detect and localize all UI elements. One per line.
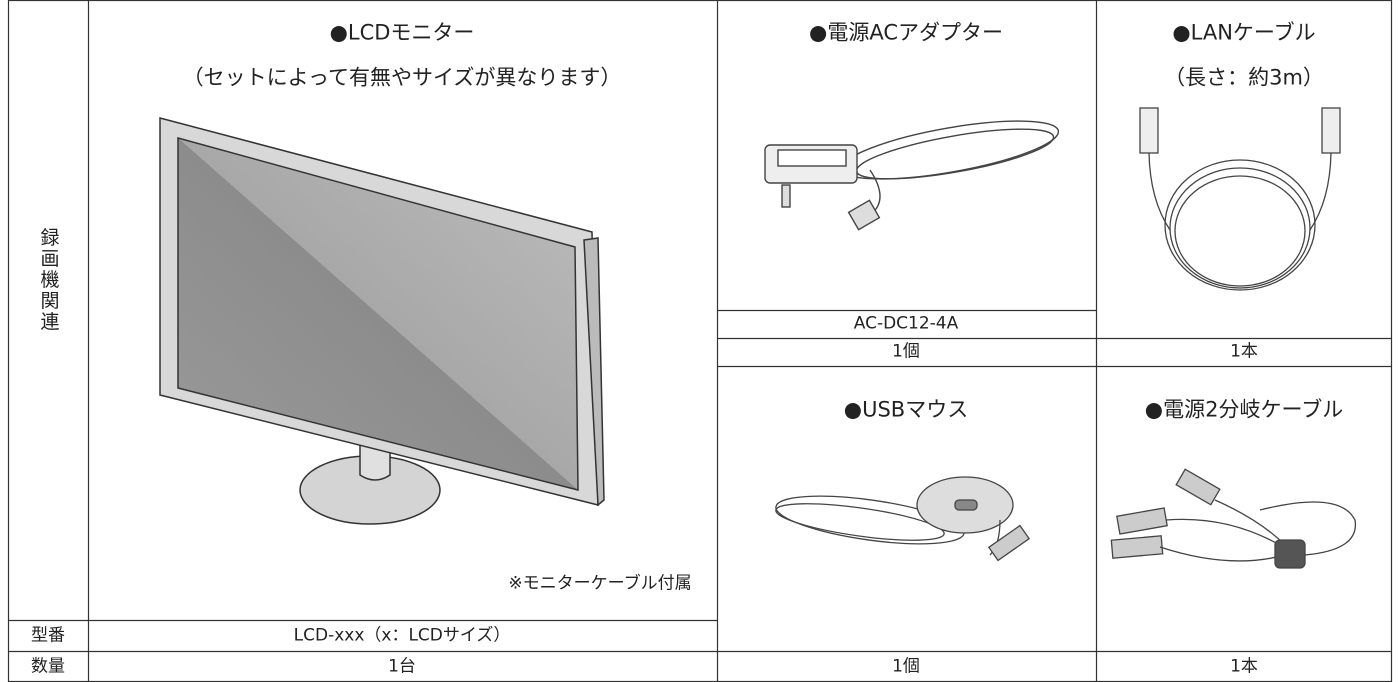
splitter-illustration (1110, 468, 1357, 569)
quantity-header: 数量 (31, 656, 65, 677)
item-quantity: 1本 (1230, 656, 1258, 677)
item-title: ●LCDモニター (329, 20, 475, 45)
item-subtitle: （長さ：約3m） (1164, 65, 1324, 90)
item-model: LCD-xxx（x：LCDサイズ） (293, 625, 511, 646)
lan-illustration (1139, 107, 1341, 291)
item-model: AC-DC12-4A (853, 313, 959, 334)
item-title: ●LANケーブル (1172, 20, 1316, 45)
monitor-illustration (159, 117, 605, 525)
item-quantity: 1本 (1230, 341, 1258, 362)
adapter-illustration (764, 120, 1060, 231)
item-title: ●電源2分岐ケーブル (1144, 397, 1344, 422)
item-quantity: 1個 (892, 656, 920, 677)
item-quantity: 1個 (892, 341, 920, 362)
mouse-illustration (775, 476, 1031, 562)
item-note: ※モニターケーブル付属 (508, 573, 692, 594)
model-header: 型番 (31, 625, 65, 646)
item-title: ●USBマウス (843, 397, 969, 422)
item-subtitle: （セットによって有無やサイズが異なります） (182, 65, 622, 90)
category-label: 録画機関連 (37, 227, 60, 333)
item-title: ●電源ACアダプター (809, 20, 1003, 45)
item-quantity: 1台 (388, 656, 416, 677)
